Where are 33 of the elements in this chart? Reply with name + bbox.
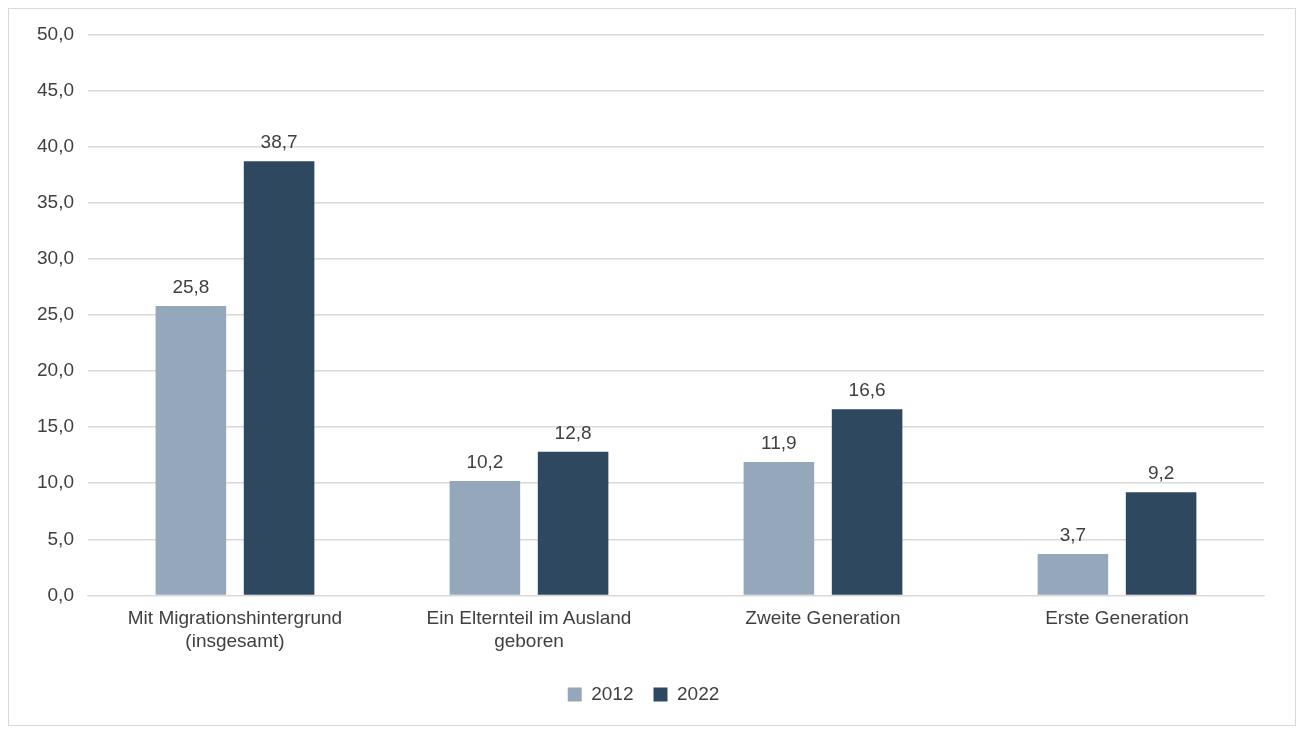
data-label: 11,9 xyxy=(761,431,797,453)
y-tick-label: 20,0 xyxy=(37,359,74,381)
data-label: 10,2 xyxy=(466,450,504,472)
y-tick-label: 45,0 xyxy=(37,78,74,100)
y-tick-label: 50,0 xyxy=(37,22,74,44)
y-tick-label: 40,0 xyxy=(37,134,74,156)
data-label: 16,6 xyxy=(848,378,886,400)
bar xyxy=(1125,492,1197,595)
y-tick-label: 15,0 xyxy=(37,415,74,437)
y-tick-label: 35,0 xyxy=(37,190,74,212)
data-label: 9,2 xyxy=(1147,461,1175,483)
x-tick-label: Erste Generation xyxy=(1045,607,1189,629)
y-tick-label: 10,0 xyxy=(37,471,74,493)
x-tick-label: Zweite Generation xyxy=(745,607,901,629)
bar xyxy=(155,305,227,595)
x-tick-label: Ein Elternteil im Ausland geboren xyxy=(426,607,632,651)
bar xyxy=(1037,553,1109,595)
bar xyxy=(449,480,521,595)
y-tick-label: 30,0 xyxy=(37,247,74,269)
data-label: 3,7 xyxy=(1059,523,1087,545)
legend-label: 2012 xyxy=(591,682,634,704)
bar xyxy=(243,161,315,595)
y-tick-label: 25,0 xyxy=(37,303,74,325)
x-tick-label: Mit Migrationshintergrund (insgesamt) xyxy=(127,607,343,651)
bar xyxy=(537,451,609,595)
data-label: 12,8 xyxy=(554,421,592,443)
data-label: 25,8 xyxy=(172,275,210,297)
y-tick-label: 0,0 xyxy=(47,583,74,605)
legend-label: 2022 xyxy=(677,682,720,704)
data-label: 38,7 xyxy=(260,130,298,152)
y-tick-label: 5,0 xyxy=(47,527,74,549)
bar xyxy=(743,461,815,595)
bar xyxy=(831,409,903,595)
